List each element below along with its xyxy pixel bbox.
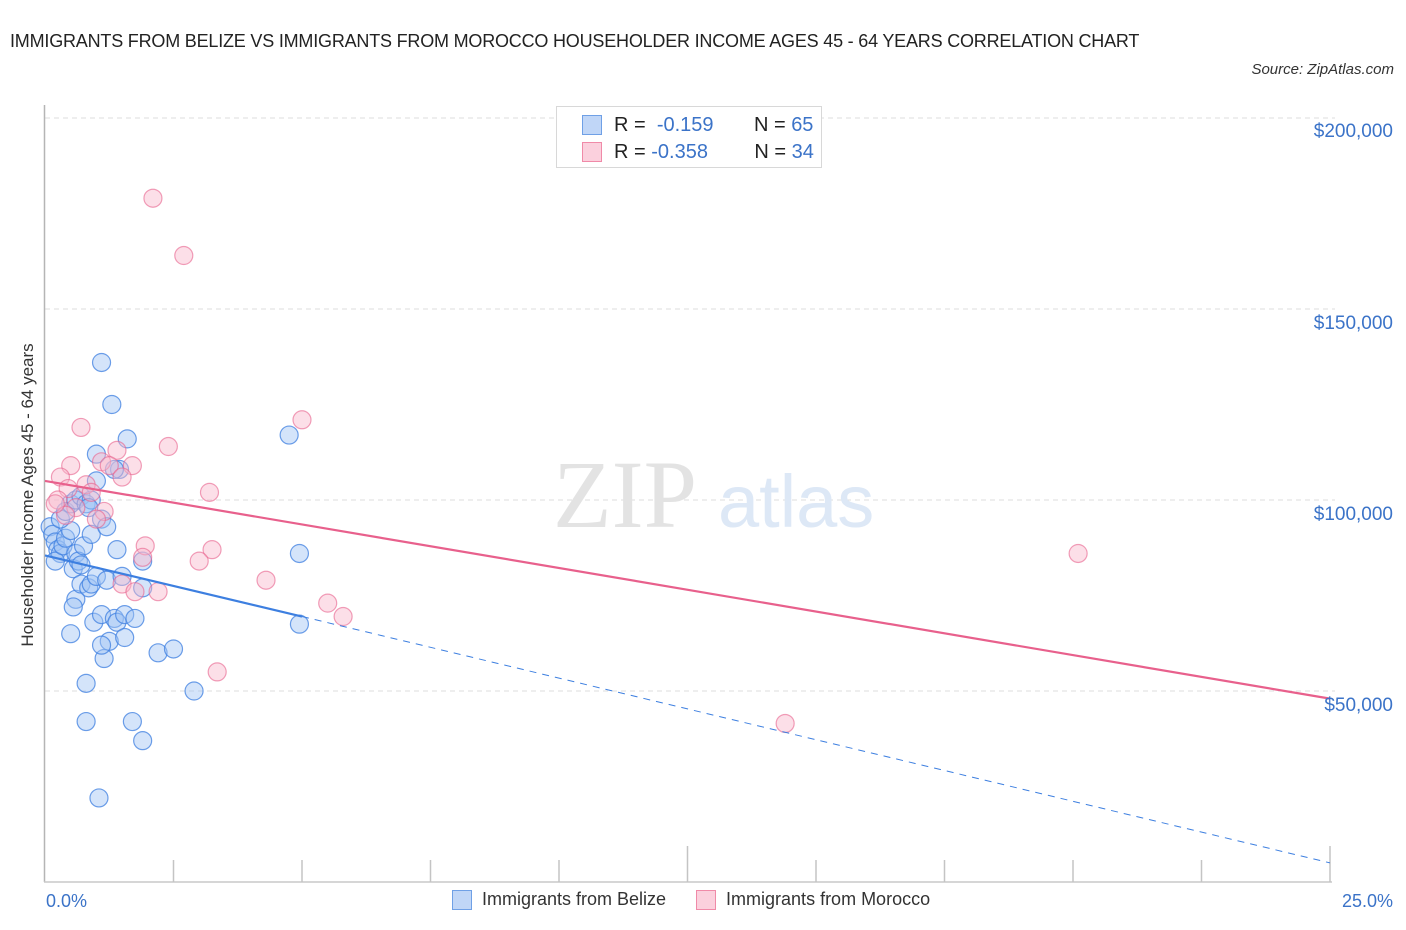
trend-lines	[44, 479, 1331, 864]
gridlines	[45, 117, 1335, 692]
n-label: N =	[754, 140, 787, 163]
data-point	[107, 540, 127, 560]
morocco-swatch-icon	[582, 142, 602, 162]
x-tick-marks	[172, 846, 1331, 882]
data-point	[102, 394, 122, 415]
data-point	[256, 570, 276, 590]
legend-label: Immigrants from Morocco	[726, 889, 931, 909]
data-point	[73, 536, 94, 556]
data-point	[292, 410, 312, 430]
correlation-legend: R = -0.159 N = 65 R = -0.358 N = 34	[556, 106, 822, 168]
data-point	[86, 509, 107, 529]
data-point	[107, 440, 127, 460]
data-point	[61, 624, 81, 644]
belize-points	[40, 352, 310, 808]
source-label: Source: ZipAtlas.com	[1251, 61, 1394, 78]
x-tick-max: 25.0%	[1341, 891, 1393, 911]
data-point	[97, 570, 117, 590]
morocco-swatch-icon	[696, 889, 717, 910]
data-point	[63, 597, 83, 617]
data-point	[184, 681, 204, 701]
data-point	[775, 713, 795, 734]
data-point	[81, 490, 101, 510]
data-point	[50, 467, 71, 487]
data-point	[289, 543, 310, 564]
data-point	[81, 524, 101, 544]
data-point	[107, 612, 127, 632]
svg-text:ZIP: ZIP	[553, 441, 697, 548]
legend-item-morocco[interactable]: Immigrants from Morocco	[696, 889, 930, 910]
data-point	[99, 456, 119, 476]
legend-label: Immigrants from Belize	[482, 889, 667, 909]
r-label: R =	[614, 140, 646, 163]
data-point	[109, 459, 130, 480]
morocco-points	[45, 188, 1088, 734]
legend-item-belize[interactable]: Immigrants from Belize	[452, 889, 666, 910]
data-point	[89, 788, 109, 808]
data-point	[81, 482, 101, 502]
data-point	[122, 711, 142, 732]
data-point	[94, 501, 114, 522]
data-point	[115, 627, 135, 648]
data-point	[189, 551, 209, 571]
data-point	[76, 673, 96, 693]
y-tick-150k: $150,000	[1313, 313, 1393, 334]
data-point	[174, 245, 194, 266]
n-value: 34	[791, 140, 814, 163]
n-value: 65	[791, 113, 814, 136]
zipatlas-watermark: ZIP atlas	[553, 441, 874, 548]
data-point	[97, 517, 117, 537]
data-point	[91, 352, 112, 373]
data-point	[115, 604, 135, 625]
data-point	[61, 494, 81, 514]
y-tick-100k: $100,000	[1313, 504, 1393, 525]
r-value: -0.358	[651, 140, 708, 163]
data-point	[148, 643, 168, 663]
data-point	[158, 436, 178, 457]
x-tick-min: 0.0%	[46, 891, 88, 911]
data-point	[143, 188, 163, 208]
y-tick-200k: $200,000	[1313, 121, 1393, 142]
data-point	[207, 662, 227, 682]
data-point	[135, 536, 155, 556]
data-point	[1068, 543, 1088, 564]
data-point	[148, 582, 168, 602]
chart-title: IMMIGRANTS FROM BELIZE VS IMMIGRANTS FRO…	[10, 31, 1140, 51]
data-point	[66, 498, 86, 518]
data-point	[112, 467, 132, 487]
data-point	[91, 635, 112, 655]
data-point	[202, 540, 222, 560]
data-point	[163, 639, 184, 659]
data-point	[84, 612, 104, 632]
y-tick-50k: $50,000	[1324, 695, 1393, 716]
data-point	[125, 608, 145, 629]
data-point	[71, 417, 91, 438]
data-point	[333, 606, 353, 627]
series-legend: Immigrants from Belize Immigrants from M…	[452, 889, 960, 910]
data-point	[76, 711, 96, 732]
data-point	[133, 731, 153, 751]
belize-swatch-icon	[582, 115, 602, 135]
data-point	[40, 517, 60, 537]
legend-row-morocco: R = -0.358 N = 34	[582, 139, 814, 165]
data-point	[66, 589, 86, 609]
r-label: R =	[614, 113, 646, 136]
data-point	[279, 425, 299, 445]
r-value: -0.159	[656, 113, 714, 136]
svg-text:atlas: atlas	[718, 460, 874, 543]
data-point	[125, 582, 145, 602]
data-point	[45, 494, 65, 514]
legend-row-belize: R = -0.159 N = 65	[582, 112, 813, 138]
n-label: N =	[753, 113, 786, 136]
y-axis-label: Householder Income Ages 45 - 64 years	[18, 343, 37, 647]
data-point	[318, 593, 338, 613]
data-point	[91, 604, 112, 625]
data-point	[199, 482, 220, 502]
data-point	[133, 547, 153, 567]
belize-swatch-icon	[452, 889, 472, 910]
